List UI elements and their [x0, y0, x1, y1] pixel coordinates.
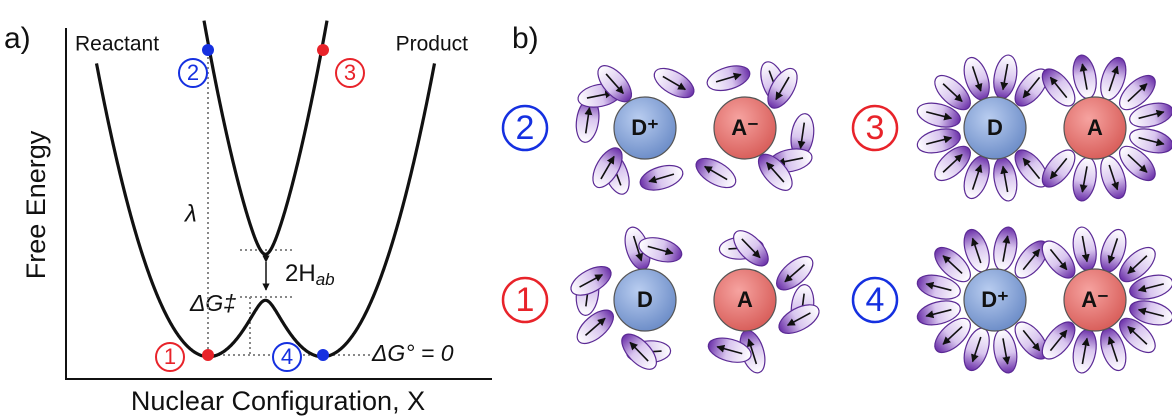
figure: a) Free Energy Nuclear Configuration, X …: [0, 0, 1172, 419]
solvent-dipole: [650, 62, 699, 103]
state-number: 3: [344, 60, 356, 85]
state-point: [317, 349, 329, 361]
state-cluster: D A 1: [503, 224, 824, 376]
energy-curve: [204, 21, 327, 255]
state-cluster: D⁺ A⁻ 4: [853, 225, 1172, 375]
page: { "panel_a": { "label": "a)", "y_axis_la…: [0, 0, 1172, 419]
solvent-dipole: [691, 152, 740, 193]
state-number: 1: [516, 281, 535, 319]
panel-label: b): [512, 22, 539, 55]
energy-curve: [97, 63, 435, 356]
state-point: [317, 44, 329, 56]
coupling-sub: ab: [316, 270, 335, 289]
state-cluster: D⁺ A⁻ 2: [503, 58, 816, 197]
lambda-label: λ: [183, 200, 197, 227]
ion-label: A⁻: [1081, 287, 1109, 312]
state-number: 2: [516, 109, 535, 147]
state-number: 3: [866, 109, 885, 147]
ion-label: D: [637, 287, 653, 312]
state-number: 2: [187, 60, 199, 85]
solvent-dipole: [704, 61, 752, 95]
activation-label: ΔG‡: [189, 290, 236, 316]
state-number: 4: [281, 344, 293, 369]
ion-label: D⁺: [631, 115, 659, 140]
coupling-main: 2H: [285, 260, 316, 287]
state-number: 4: [866, 281, 885, 319]
ion-label: A: [1087, 115, 1103, 140]
ion-label: D: [987, 115, 1003, 140]
solvent-dipole: [637, 161, 685, 195]
ion-label: A⁻: [731, 115, 759, 140]
state-point: [202, 44, 214, 56]
coupling-label: 2Hab: [285, 260, 335, 289]
panel-label: a): [4, 22, 31, 55]
y-axis-label: Free Energy: [21, 130, 51, 279]
ion-label: D⁺: [981, 287, 1009, 312]
reactant-label: Reactant: [75, 33, 159, 56]
x-axis-label: Nuclear Configuration, X: [131, 386, 425, 416]
state-cluster: D A 3: [853, 53, 1172, 203]
driving-force-label: ΔG° = 0: [371, 340, 454, 366]
product-label: Product: [396, 33, 469, 56]
state-point: [202, 349, 214, 361]
state-number: 1: [164, 344, 176, 369]
ion-label: A: [737, 287, 753, 312]
